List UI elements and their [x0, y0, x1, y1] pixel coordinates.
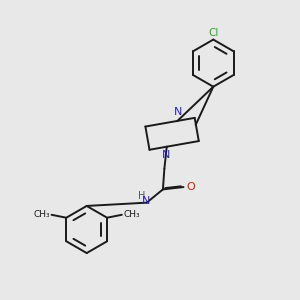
Text: Cl: Cl [208, 28, 218, 38]
Text: CH₃: CH₃ [34, 210, 50, 219]
Text: H: H [138, 191, 145, 201]
Text: O: O [187, 182, 195, 192]
Text: N: N [162, 150, 170, 160]
Text: CH₃: CH₃ [123, 210, 140, 219]
Text: N: N [174, 107, 182, 117]
Text: N: N [142, 196, 150, 206]
